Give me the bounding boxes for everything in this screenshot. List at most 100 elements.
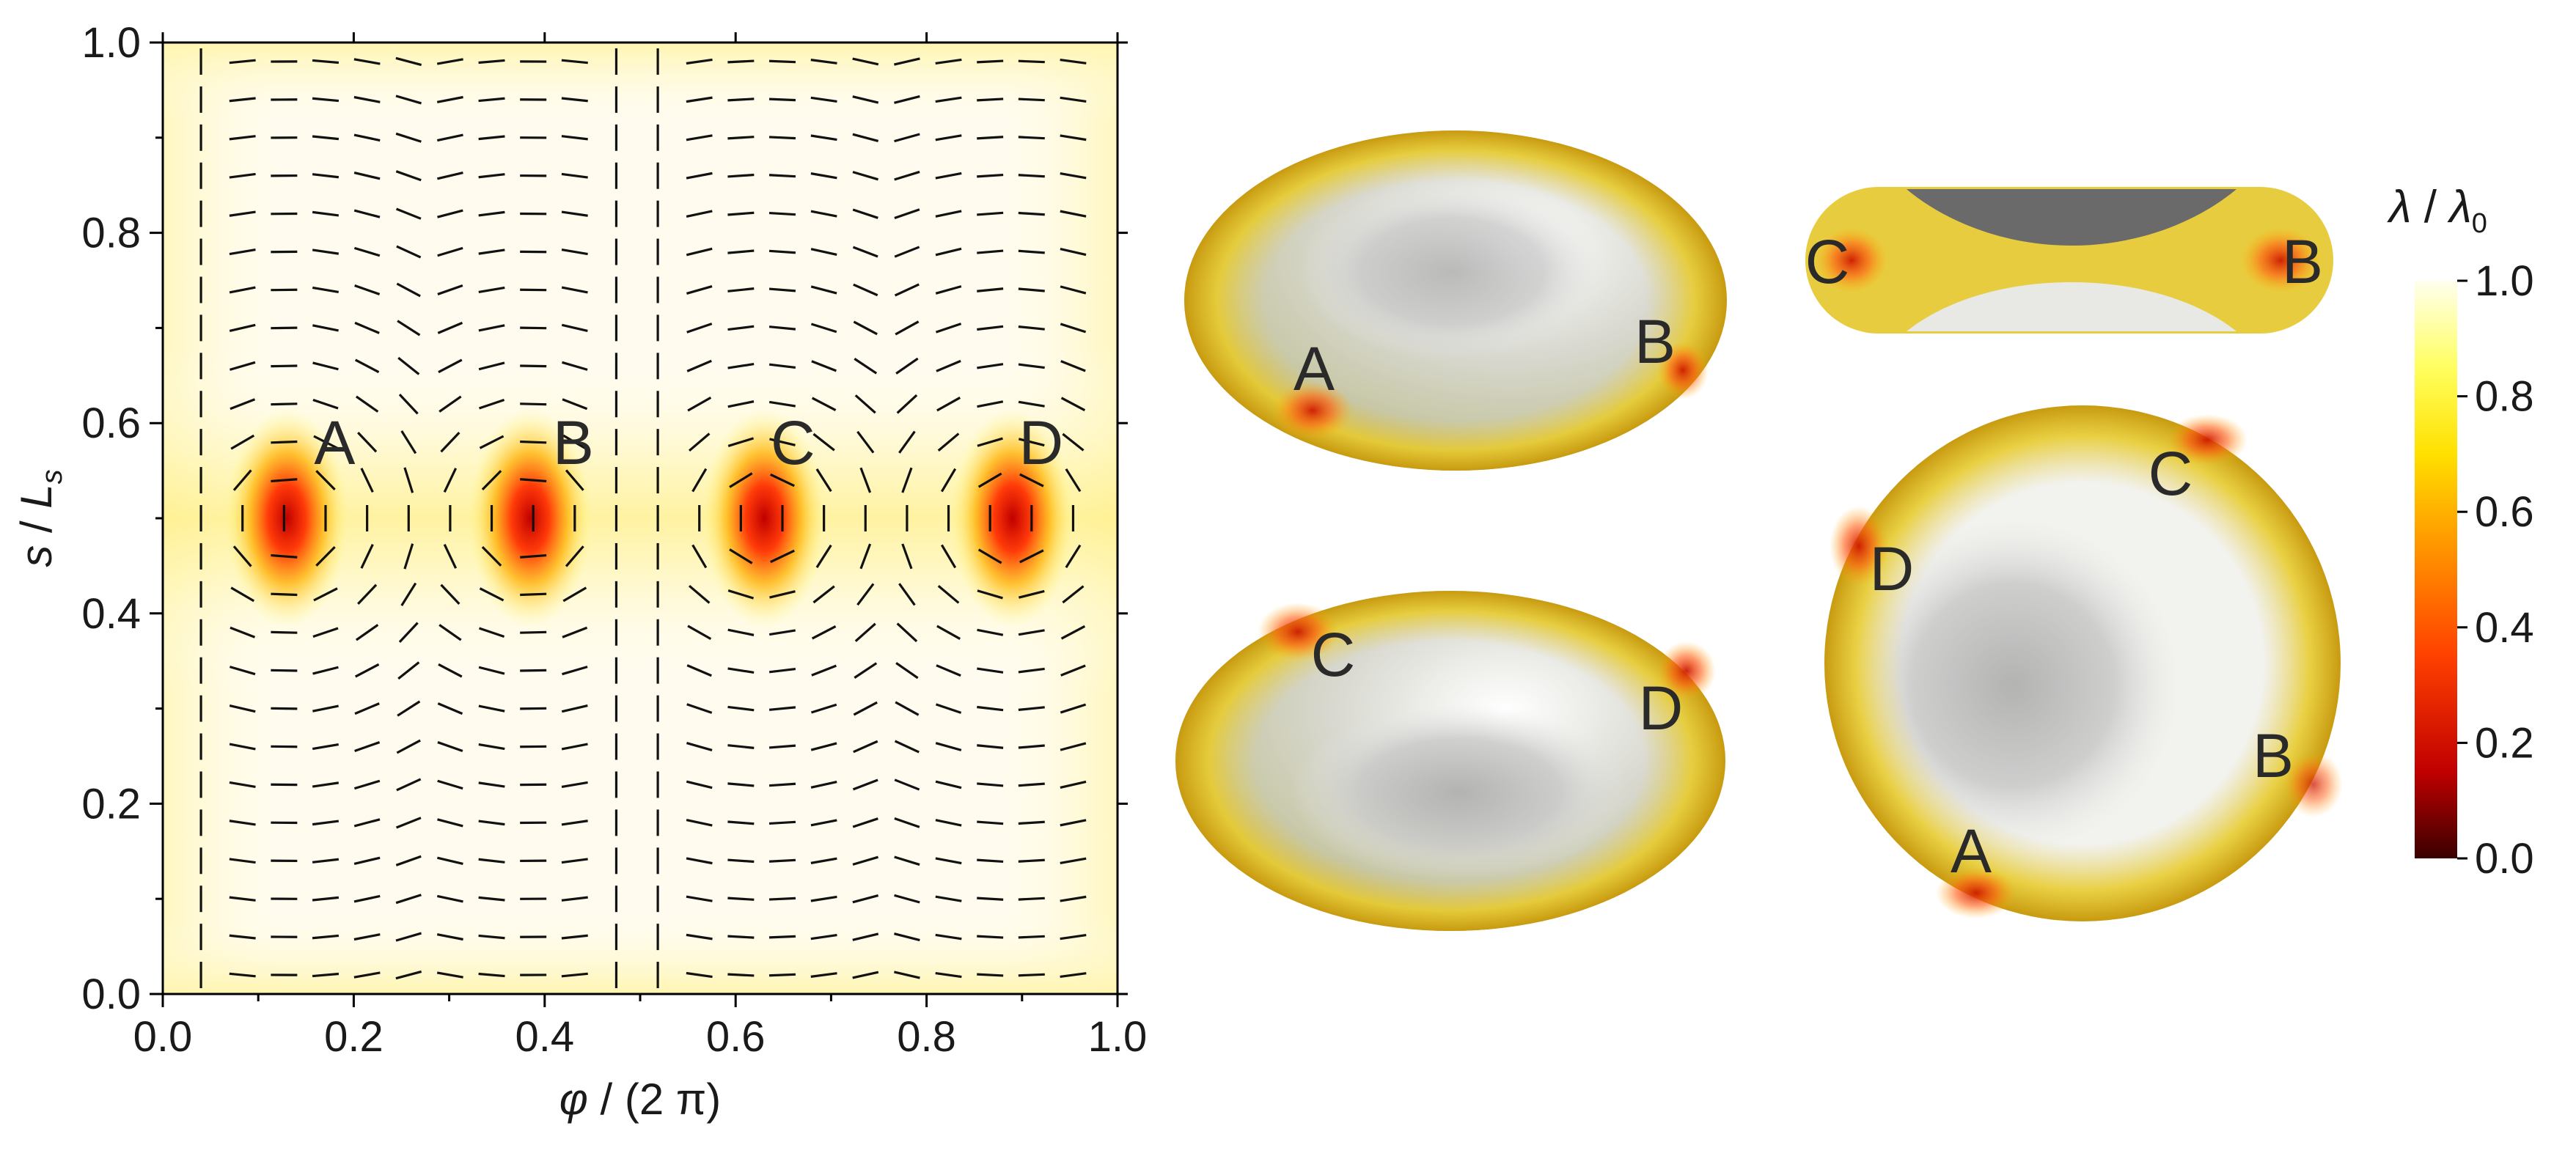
defect-spot-D	[1657, 641, 1716, 700]
director-segment	[229, 97, 256, 103]
director-segment	[852, 932, 879, 941]
director-segment	[398, 394, 419, 415]
director-segment	[561, 59, 588, 65]
cell-rim	[1184, 130, 1727, 471]
director-segment	[1018, 820, 1045, 825]
director-segment	[1018, 136, 1045, 140]
director-segment	[1018, 325, 1045, 331]
director-segment	[438, 624, 462, 641]
director-segment	[315, 470, 336, 491]
director-segment	[230, 626, 256, 638]
director-segment	[768, 973, 796, 977]
director-segment	[686, 703, 713, 714]
director-segment	[769, 590, 796, 599]
director-segment	[686, 172, 713, 180]
director-segment	[896, 622, 918, 643]
director-segment	[935, 172, 962, 180]
director-segment	[811, 397, 837, 411]
director-segment	[811, 360, 837, 372]
director-segment	[894, 246, 920, 258]
director-segment	[312, 398, 339, 410]
director-segment	[315, 545, 336, 567]
director-segment	[354, 702, 380, 715]
director-segment	[561, 972, 588, 978]
director-segment	[229, 286, 256, 294]
director-segment	[898, 583, 916, 606]
director-segment	[357, 432, 378, 453]
director-segment	[1060, 933, 1087, 940]
defect-glow-A	[224, 408, 350, 628]
director-segment	[520, 478, 547, 483]
defect-spot-A	[1936, 867, 2017, 918]
y-tick-label: 0.6	[81, 400, 141, 447]
director-segment	[977, 935, 1004, 939]
director-segment	[1018, 897, 1045, 901]
director-segment	[478, 173, 505, 179]
director-segment	[977, 97, 1004, 102]
director-segment	[271, 553, 298, 559]
director-segment	[1018, 438, 1045, 447]
director-segment	[440, 583, 460, 605]
director-segment	[859, 467, 872, 493]
director-segment	[810, 819, 837, 827]
director-segment	[398, 622, 419, 643]
director-segment	[935, 285, 962, 295]
director-segment	[768, 744, 796, 749]
director-segment	[729, 548, 753, 564]
director-segment	[977, 363, 1004, 369]
director-segment	[768, 820, 796, 825]
director-segment	[312, 896, 340, 902]
director-segment	[686, 971, 713, 979]
director-segment	[403, 543, 414, 570]
director-segment	[1062, 585, 1085, 604]
director-segment	[229, 210, 256, 217]
director-segment	[479, 587, 504, 602]
director-segment	[397, 320, 421, 336]
director-segment	[935, 96, 962, 103]
director-segment	[727, 325, 755, 331]
director-segment	[977, 211, 1004, 216]
defect-glow-group	[163, 347, 1118, 690]
x-tick-label: 0.0	[133, 1013, 193, 1061]
director-segment	[894, 57, 920, 66]
director-segment	[727, 400, 755, 408]
director-segment	[354, 663, 380, 678]
director-field	[199, 48, 1087, 989]
director-segment	[520, 402, 547, 406]
director-segment	[895, 662, 919, 680]
director-segment	[769, 438, 796, 446]
director-segment	[271, 669, 298, 672]
director-segment	[811, 625, 837, 640]
director-segment	[810, 895, 837, 902]
director-segment	[977, 973, 1004, 977]
director-segment	[354, 741, 381, 752]
colorbar-tick-label: 0.4	[2475, 604, 2534, 652]
director-segment	[229, 743, 256, 751]
director-segment	[229, 172, 256, 179]
shape-view-top-left: A B	[1184, 130, 1727, 471]
director-segment	[810, 323, 837, 334]
director-segment	[1018, 667, 1045, 674]
director-segment	[852, 817, 878, 828]
director-segment	[436, 933, 463, 941]
director-segment	[353, 209, 381, 218]
director-segment	[436, 971, 463, 979]
heatmap-label-C: C	[771, 408, 815, 477]
director-segment	[437, 209, 463, 218]
defect-glow-C	[702, 408, 827, 628]
director-segment	[727, 667, 755, 674]
director-segment	[561, 704, 588, 713]
director-segment	[230, 398, 256, 411]
director-segment	[768, 363, 796, 369]
director-segment	[901, 467, 913, 493]
view2-label-C: C	[1311, 620, 1356, 689]
director-segment	[229, 896, 256, 902]
director-segment	[852, 855, 878, 866]
director-segment	[727, 973, 755, 977]
director-segment	[852, 208, 878, 219]
director-segment	[810, 780, 837, 789]
director-segment	[894, 740, 920, 754]
director-segment	[1060, 703, 1087, 714]
director-segment	[852, 778, 878, 791]
director-segment	[935, 703, 962, 714]
